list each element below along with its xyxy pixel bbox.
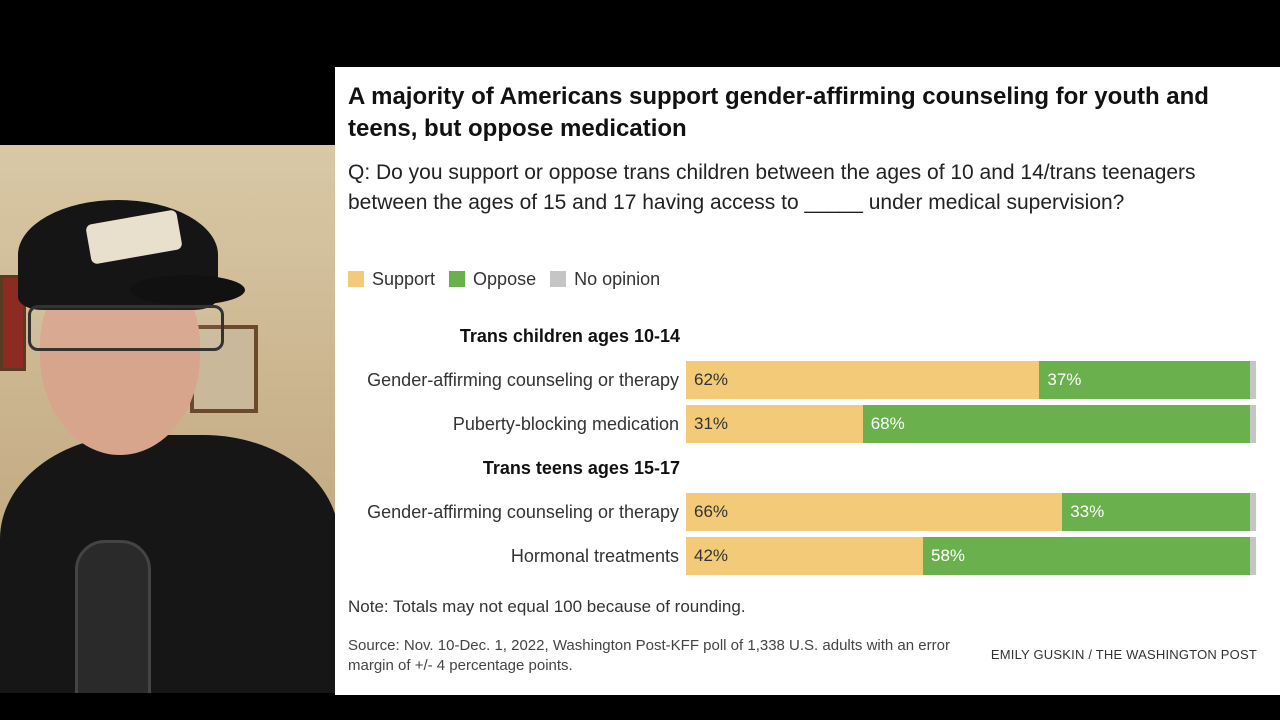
chart-note: Note: Totals may not equal 100 because o… [348,597,746,616]
stacked-bar: 31% 68% [686,405,1256,443]
presenter-glasses [28,305,224,351]
data-label-support: 62% [694,370,729,389]
legend-label-oppose: Oppose [473,268,537,289]
stacked-bar: 62% 37% [686,361,1256,399]
bar-segment-no-opinion [1250,405,1256,443]
legend-swatch-oppose [449,271,466,287]
chart-legend: Support Oppose No opinion [348,267,674,291]
data-label-oppose: 58% [931,546,966,565]
legend-item-oppose: Oppose [449,269,536,290]
chart-question: Q: Do you support or oppose trans childr… [348,161,1196,214]
bar-segment-support: 62% [686,361,1040,399]
bar-segment-oppose: 68% [862,405,1251,443]
data-label-oppose: 37% [1047,370,1082,389]
legend-item-no-opinion: No opinion [550,269,660,290]
bar-segment-oppose: 33% [1062,493,1251,531]
group-heading: Trans teens ages 15-17 [482,458,680,478]
bar-segment-oppose: 58% [923,537,1251,575]
presenter-shirt [0,435,339,693]
presenter-cap-brim [130,275,245,305]
data-label-support: 42% [694,546,729,565]
legend-swatch-no-opinion [550,271,567,287]
legend-swatch-support [348,271,364,287]
chart-title: A majority of Americans support gender-a… [348,83,1209,142]
bar-segment-no-opinion [1250,361,1256,399]
bar-segment-support: 42% [686,537,924,575]
bar-segment-no-opinion [1250,493,1256,531]
chart-card: A majority of Americans support gender-a… [335,67,1280,695]
legend-label-no-opinion: No opinion [574,268,661,289]
row-label: Gender-affirming counseling or therapy [367,370,679,390]
row-label: Gender-affirming counseling or therapy [367,502,679,522]
bar-segment-support: 66% [686,493,1063,531]
microphone-icon [75,540,151,693]
row-label: Hormonal treatments [510,546,679,566]
data-label-support: 66% [694,502,729,521]
data-label-support: 31% [694,414,729,433]
legend-item-support: Support [348,269,435,290]
data-label-oppose: 68% [870,414,905,433]
bar-segment-oppose: 37% [1039,361,1251,399]
webcam-feed [0,145,339,693]
stacked-bar: 66% 33% [686,493,1256,531]
row-label: Puberty-blocking medication [452,414,679,434]
chart-source: Source: Nov. 10-Dec. 1, 2022, Washington… [348,637,950,674]
chart-credit: EMILY GUSKIN / THE WASHINGTON POST [990,647,1257,662]
legend-label-support: Support [372,268,436,289]
group-heading: Trans children ages 10-14 [459,326,680,346]
data-label-oppose: 33% [1070,502,1105,521]
stacked-bar: 42% 58% [686,537,1256,575]
bar-segment-support: 31% [686,405,863,443]
bar-segment-no-opinion [1250,537,1256,575]
